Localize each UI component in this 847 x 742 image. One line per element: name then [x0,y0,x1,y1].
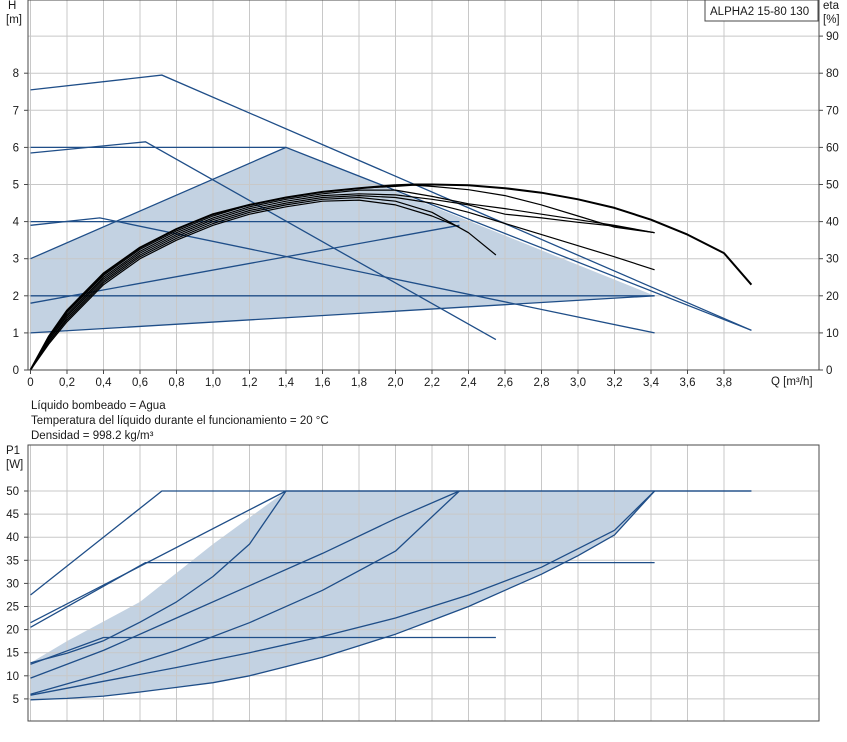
flow-tick-label: 3,6 [680,377,696,389]
head-curve-line [30,141,497,341]
power-chart: 5 10 15 20 25 30 35 40 45 50 P1 [W] [6,444,820,722]
flow-tick-label: 1,4 [278,377,295,389]
power-curve-line [30,490,656,701]
efficiency-tick-label: 80 [826,68,839,80]
power-y-ticks: 5 10 15 20 25 30 35 40 45 50 [6,486,28,706]
power-tick-label: 5 [13,694,19,706]
flow-tick-label: 0,4 [96,377,113,389]
head-tick-label: 7 [13,105,19,117]
flow-tick-label: 0 [27,377,33,389]
power-tick-label: 20 [6,625,19,637]
power-curve-line [30,561,655,628]
product-label: ALPHA2 15-80 130 [710,6,809,18]
efficiency-curve-line [29,195,655,371]
flow-tick-label: 3,2 [607,377,623,389]
flow-tick-label: 2,6 [497,377,513,389]
efficiency-tick-label: 90 [826,31,839,43]
power-tick-label: 35 [6,555,19,567]
power-tick-label: 25 [6,602,19,614]
flow-tick-label: 0,2 [59,377,75,389]
power-tick-label: 50 [6,486,19,498]
flow-tick-label: 1,2 [242,377,258,389]
head-tick-label: 5 [13,180,19,192]
flow-tick-label: 1,0 [205,377,221,389]
efficiency-tick-label: 60 [826,142,839,154]
efficiency-tick-label: 10 [826,328,839,340]
power-curve-line [30,490,287,664]
efficiency-y-ticks: 0 10 20 30 40 50 60 70 80 90 [819,31,839,377]
power-tick-label: 45 [6,509,19,521]
head-curve-line [30,217,655,334]
head-curve-line [30,146,287,260]
efficiency-tick-label: 70 [826,105,839,117]
note-density: Densidad = 998.2 kg/m³ [31,430,154,442]
power-curve-line [30,490,460,695]
flow-tick-label: 2,2 [424,377,440,389]
head-chart: 0 1 2 3 4 5 6 7 8 0 10 20 30 40 50 60 70 80 90 0 0,2 0,4 0,6… [6,0,840,389]
head-axis-label: H [8,0,16,12]
head-curve-line [30,74,752,331]
efficiency-axis-label: eta [823,0,840,12]
efficiency-tick-label: 20 [826,291,839,303]
flow-tick-label: 2,8 [534,377,550,389]
efficiency-curves [29,183,753,371]
efficiency-tick-label: 30 [826,254,839,266]
efficiency-curve-line [29,189,655,371]
flow-tick-label: 3,4 [643,377,660,389]
efficiency-axis-unit: [%] [823,14,840,26]
power-tick-label: 10 [6,671,19,683]
head-tick-label: 0 [13,365,19,377]
flow-tick-label: 2,0 [388,377,404,389]
head-tick-label: 4 [13,217,20,229]
head-tick-label: 3 [13,254,19,266]
head-tick-label: 6 [13,142,19,154]
head-tick-label: 8 [13,68,19,80]
power-curves [30,490,752,701]
flow-x-ticks: 0 0,2 0,4 0,6 0,8 1,0 1,2 1,4 1,6 1,8 2,0 2,2 2,4 2,6… [27,370,732,389]
flow-tick-label: 3,8 [716,377,732,389]
head-axis-unit: [m] [6,14,22,26]
head-y-ticks: 0 1 2 3 4 5 6 7 8 [13,68,28,377]
head-tick-label: 2 [13,291,19,303]
flow-tick-label: 1,8 [351,377,367,389]
flow-tick-label: 0,6 [132,377,148,389]
note-temperature: Temperatura del líquido durante el funci… [31,415,329,427]
efficiency-curve-line [29,193,655,371]
power-axis-label: P1 [6,445,20,457]
power-axis-unit: [W] [6,459,23,471]
power-curve-line [30,490,656,696]
head-operating-area [30,147,655,333]
efficiency-curve-line [29,183,753,371]
product-label-box [704,0,819,22]
head-tick-label: 1 [13,328,19,340]
flow-tick-label: 2,4 [461,377,478,389]
power-tick-label: 30 [6,578,19,590]
flow-tick-label: 3,0 [570,377,586,389]
power-curve-line [30,490,460,679]
efficiency-tick-label: 0 [826,365,832,377]
power-curve-line [30,636,496,665]
efficiency-tick-label: 40 [826,217,839,229]
efficiency-curve-line [29,196,497,371]
power-operating-area [30,491,655,700]
head-curve-line [30,295,655,334]
flow-tick-label: 1,6 [315,377,331,389]
power-tick-label: 40 [6,532,19,544]
head-curve-line [30,224,460,304]
flow-tick-label: 0,8 [169,377,185,389]
efficiency-curve-line [29,184,655,371]
power-tick-label: 15 [6,648,19,660]
head-curves [30,74,752,341]
liquid-notes: Líquido bombeado = Agua Temperatura del … [31,400,329,442]
efficiency-tick-label: 50 [826,180,839,192]
efficiency-curve-line [30,199,460,371]
note-liquid: Líquido bombeado = Agua [31,400,166,412]
flow-axis-label: Q [m³/h] [771,376,813,388]
